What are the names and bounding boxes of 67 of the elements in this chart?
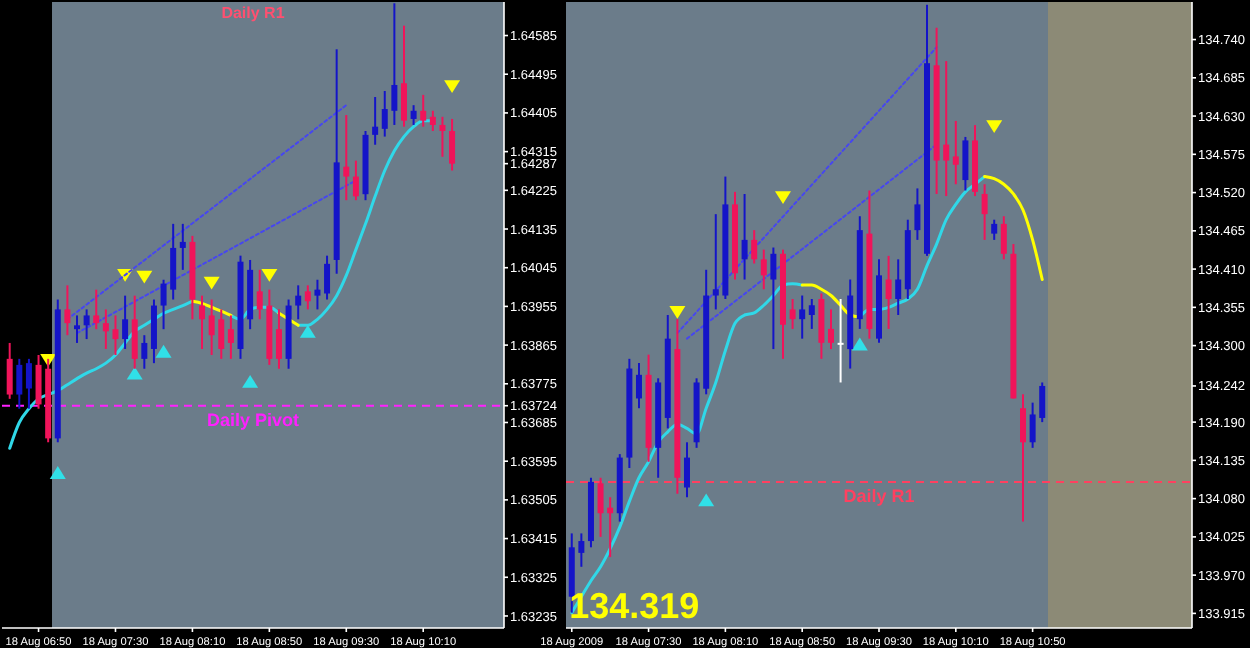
candlestick	[343, 114, 350, 202]
candlestick	[962, 135, 969, 192]
candlestick	[6, 341, 13, 400]
candlestick	[25, 357, 32, 410]
candlestick	[449, 117, 456, 172]
candlestick	[16, 357, 23, 410]
candlestick	[683, 441, 690, 499]
candlestick	[981, 183, 988, 241]
point	[126, 366, 143, 380]
candlestick	[304, 284, 311, 311]
ref-line-label: Daily R1	[843, 485, 915, 506]
point	[203, 276, 220, 290]
point	[851, 337, 868, 351]
point	[698, 493, 715, 507]
candlestick	[760, 248, 767, 291]
candlestick	[789, 298, 796, 330]
candlestick	[410, 104, 417, 126]
candlestick	[141, 334, 148, 370]
point	[136, 270, 153, 284]
candlestick	[885, 254, 892, 330]
candlestick	[741, 192, 748, 281]
candlestick	[93, 288, 100, 331]
candlestick	[439, 115, 446, 158]
point	[299, 325, 316, 338]
candlestick	[400, 24, 407, 128]
annotation: Daily R1	[221, 4, 286, 22]
point	[986, 120, 1003, 134]
candlestick	[150, 298, 157, 365]
candlestick	[837, 298, 844, 384]
candlestick	[808, 298, 815, 330]
candlestick	[64, 284, 71, 337]
candlestick	[827, 308, 834, 351]
candlestick	[635, 361, 642, 410]
candlestick	[751, 229, 758, 265]
candlestick	[799, 294, 806, 340]
candlestick	[429, 109, 436, 132]
candlestick	[895, 258, 902, 316]
candlestick	[420, 93, 427, 128]
candlestick	[324, 254, 331, 301]
candlestick	[1000, 215, 1007, 261]
point	[261, 268, 278, 282]
candlestick	[818, 292, 825, 360]
candlestick	[275, 308, 282, 370]
point	[242, 374, 259, 388]
candlestick	[74, 314, 81, 344]
point	[774, 191, 791, 205]
candlestick	[83, 308, 90, 341]
candlestick	[295, 284, 302, 321]
candlestick	[122, 294, 129, 350]
candlestick	[314, 278, 321, 311]
candlestick	[131, 294, 138, 370]
point	[444, 80, 461, 93]
candlestick	[952, 119, 959, 186]
point	[155, 344, 172, 358]
candlestick	[227, 314, 234, 360]
point	[49, 466, 66, 479]
candlestick	[179, 222, 186, 271]
candlestick	[770, 246, 777, 351]
point	[669, 306, 686, 319]
candlestick	[991, 218, 998, 241]
ref-line-label: Daily Pivot	[206, 409, 300, 430]
annotation: 134.319	[569, 586, 700, 626]
candlestick	[914, 187, 921, 241]
candlestick	[372, 96, 379, 146]
candlestick	[1020, 393, 1027, 523]
candlestick	[199, 294, 206, 350]
candlestick	[352, 159, 359, 202]
